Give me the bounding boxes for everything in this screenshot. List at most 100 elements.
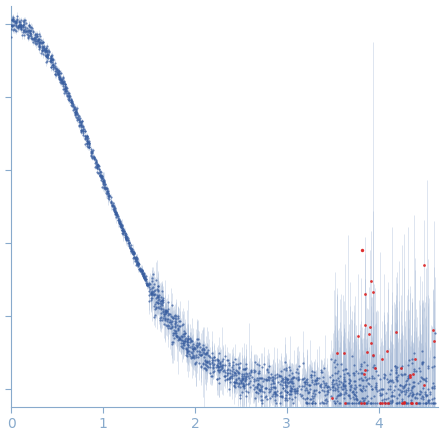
Point	[216, 367, 223, 374]
Point	[265, 374, 272, 381]
Point	[317, 384, 325, 391]
Point	[33, 41, 40, 48]
Point	[155, 282, 162, 289]
Point	[250, 377, 258, 384]
Point	[393, 375, 400, 382]
Point	[173, 334, 180, 341]
Point	[140, 271, 147, 278]
Point	[206, 352, 213, 359]
Point	[332, 385, 339, 392]
Point	[388, 392, 396, 399]
Point	[190, 345, 197, 352]
Point	[125, 241, 132, 248]
Point	[210, 354, 218, 361]
Point	[74, 111, 81, 118]
Point	[50, 66, 57, 73]
Point	[214, 355, 221, 362]
Point	[297, 390, 304, 397]
Point	[294, 374, 301, 381]
Point	[61, 85, 68, 92]
Point	[245, 389, 252, 396]
Point	[288, 395, 295, 402]
Point	[48, 52, 55, 59]
Point	[143, 281, 151, 288]
Point	[174, 313, 181, 320]
Point	[329, 387, 336, 394]
Point	[78, 127, 85, 134]
Point	[108, 202, 115, 209]
Point	[403, 381, 410, 388]
Point	[102, 184, 109, 191]
Point	[271, 383, 278, 390]
Point	[28, 31, 35, 38]
Point	[139, 272, 147, 279]
Point	[204, 357, 211, 364]
Point	[272, 396, 279, 403]
Point	[184, 338, 191, 345]
Point	[194, 336, 201, 343]
Point	[190, 345, 197, 352]
Point	[32, 31, 39, 38]
Point	[159, 308, 166, 315]
Point	[15, 19, 22, 26]
Point	[344, 369, 351, 376]
Point	[179, 340, 186, 347]
Point	[40, 51, 47, 58]
Point	[193, 342, 200, 349]
Point	[226, 366, 234, 373]
Point	[342, 389, 349, 396]
Point	[187, 336, 194, 343]
Point	[281, 359, 289, 366]
Point	[292, 390, 299, 397]
Point	[101, 184, 108, 191]
Point	[20, 24, 27, 31]
Point	[310, 371, 317, 378]
Point	[208, 359, 215, 366]
Point	[130, 253, 137, 260]
Point	[82, 127, 89, 134]
Point	[420, 385, 427, 392]
Point	[155, 288, 162, 295]
Point	[371, 364, 378, 371]
Point	[222, 361, 229, 368]
Point	[301, 395, 308, 402]
Point	[254, 370, 262, 377]
Point	[153, 276, 160, 283]
Point	[237, 379, 244, 386]
Point	[157, 299, 164, 306]
Point	[220, 366, 227, 373]
Point	[290, 388, 297, 395]
Point	[219, 363, 226, 370]
Point	[317, 382, 324, 389]
Point	[129, 249, 136, 256]
Point	[394, 400, 401, 407]
Point	[301, 378, 309, 385]
Point	[49, 59, 56, 66]
Point	[332, 380, 339, 387]
Point	[399, 396, 406, 403]
Point	[417, 374, 424, 381]
Point	[66, 94, 73, 101]
Point	[276, 372, 283, 379]
Point	[172, 323, 179, 330]
Point	[45, 48, 52, 55]
Point	[74, 117, 81, 124]
Point	[279, 385, 286, 392]
Point	[105, 190, 112, 197]
Point	[396, 382, 403, 388]
Point	[392, 363, 399, 370]
Point	[233, 376, 240, 383]
Point	[387, 382, 394, 389]
Point	[31, 35, 38, 42]
Point	[67, 97, 75, 104]
Point	[263, 365, 270, 372]
Point	[422, 375, 429, 382]
Point	[429, 327, 436, 334]
Point	[77, 118, 84, 125]
Point	[405, 381, 412, 388]
Point	[161, 311, 168, 318]
Point	[230, 361, 237, 368]
Point	[195, 350, 202, 357]
Point	[258, 387, 265, 394]
Point	[410, 368, 417, 375]
